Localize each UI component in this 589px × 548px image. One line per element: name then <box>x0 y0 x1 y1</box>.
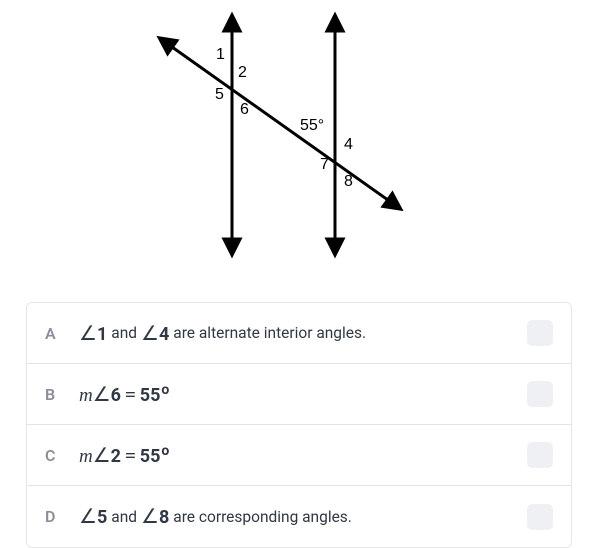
svg-text:8: 8 <box>344 173 353 190</box>
answer-content: ∠5 and ∠8 are corresponding angles. <box>79 504 527 529</box>
svg-text:6: 6 <box>240 101 249 118</box>
answer-checkbox[interactable] <box>527 381 553 407</box>
diagram-area: 1256 55° 478 <box>0 0 589 290</box>
answer-content: ∠1 and ∠4 are alternate interior angles. <box>79 321 527 346</box>
geometry-diagram: 1256 55° 478 <box>0 0 589 290</box>
answer-option[interactable]: A∠1 and ∠4 are alternate interior angles… <box>27 303 571 364</box>
answer-option[interactable]: Bm∠6 = 55o <box>27 364 571 425</box>
answer-options-list: A∠1 and ∠4 are alternate interior angles… <box>26 302 572 548</box>
answer-content: m∠2 = 55o <box>79 443 527 468</box>
answer-option[interactable]: Cm∠2 = 55o <box>27 425 571 486</box>
answer-letter: A <box>45 324 79 343</box>
svg-text:1: 1 <box>216 46 225 63</box>
answer-letter: D <box>45 507 79 526</box>
svg-text:4: 4 <box>344 136 353 153</box>
svg-text:5: 5 <box>215 86 224 103</box>
answer-checkbox[interactable] <box>527 320 553 346</box>
answer-letter: C <box>45 446 79 465</box>
answer-checkbox[interactable] <box>527 442 553 468</box>
svg-text:2: 2 <box>238 64 247 81</box>
answer-letter: B <box>45 385 79 404</box>
answer-content: m∠6 = 55o <box>79 382 527 407</box>
answer-option[interactable]: D∠5 and ∠8 are corresponding angles. <box>27 486 571 547</box>
svg-text:7: 7 <box>320 156 329 173</box>
svg-text:55°: 55° <box>300 117 324 134</box>
answer-checkbox[interactable] <box>527 504 553 530</box>
